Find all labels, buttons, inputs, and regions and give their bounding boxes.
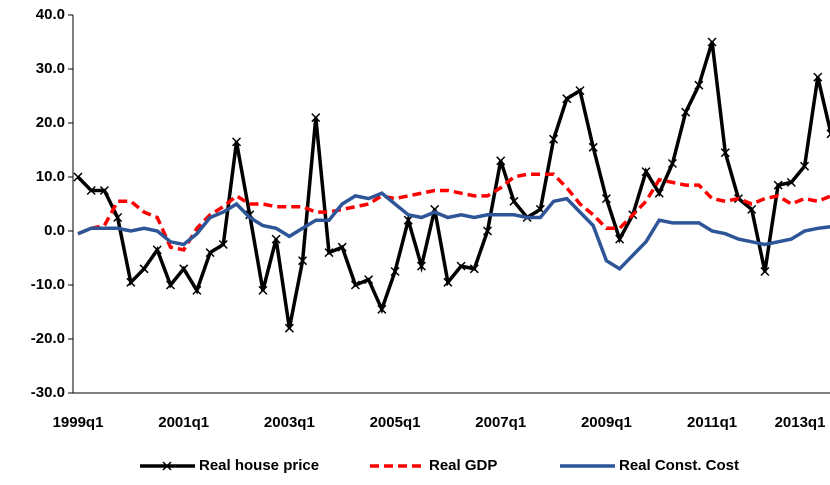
y-tick-label: 30.0: [36, 60, 65, 77]
point-marker: [377, 304, 387, 314]
point-marker: [152, 245, 162, 255]
point-marker: [218, 239, 228, 250]
point-marker: [113, 212, 123, 223]
point-marker: [165, 280, 176, 290]
point-marker: [826, 129, 830, 139]
point-marker: [509, 196, 519, 206]
point-marker: [800, 161, 810, 171]
point-marker: [562, 94, 572, 104]
point-marker: [324, 248, 334, 258]
point-marker: [205, 248, 215, 258]
point-marker: [654, 188, 664, 198]
point-marker: [549, 134, 559, 144]
point-marker: [231, 137, 242, 147]
x-tick-label: 2003q1: [264, 414, 315, 431]
point-marker: [284, 323, 294, 333]
point-marker: [720, 148, 730, 158]
x-tick-label: 2001q1: [158, 414, 209, 431]
point-marker: [139, 264, 149, 274]
legend-marker: [162, 461, 172, 471]
y-tick-label: -20.0: [31, 330, 65, 347]
point-marker: [773, 180, 783, 190]
point-marker: [469, 264, 479, 274]
point-marker: [747, 204, 757, 214]
point-marker: [707, 37, 717, 47]
point-marker: [126, 277, 136, 287]
point-marker: [456, 261, 466, 271]
y-tick-label: 40.0: [36, 6, 65, 23]
x-tick-label: 2011q1: [687, 414, 737, 431]
point-marker: [192, 285, 202, 295]
point-marker: [390, 266, 400, 277]
point-marker: [496, 156, 506, 166]
x-tick-label: 2009q1: [581, 414, 632, 431]
point-marker: [443, 277, 453, 287]
point-marker: [601, 194, 611, 204]
point-marker: [681, 107, 691, 117]
point-marker: [588, 142, 598, 152]
point-marker: [271, 234, 281, 244]
legend-label: Real GDP: [429, 457, 497, 474]
y-tick-label: -10.0: [31, 276, 65, 293]
legend-label: Real house price: [199, 457, 319, 474]
y-tick-label: 20.0: [36, 114, 65, 131]
point-marker: [786, 177, 796, 187]
point-marker: [298, 256, 308, 266]
point-marker: [403, 215, 413, 225]
point-marker: [73, 172, 83, 182]
series-line: [77, 172, 830, 252]
point-marker: [641, 167, 651, 177]
point-marker: [337, 242, 347, 252]
point-marker: [416, 261, 426, 271]
point-marker: [86, 185, 96, 196]
point-marker: [694, 80, 704, 90]
point-marker: [179, 264, 189, 274]
point-marker: [258, 285, 268, 295]
y-tick-label: 10.0: [36, 168, 65, 185]
point-marker: [667, 158, 677, 169]
x-tick-label: 2013q1: [775, 414, 826, 431]
point-marker: [615, 234, 625, 244]
point-marker: [813, 72, 823, 82]
point-marker: [311, 113, 321, 123]
point-marker: [760, 266, 770, 277]
point-marker: [364, 275, 374, 285]
x-tick-label: 2007q1: [475, 414, 526, 431]
x-tick-label: 2005q1: [370, 414, 421, 431]
y-tick-label: -30.0: [31, 384, 65, 401]
series-line: [76, 41, 830, 329]
point-marker: [99, 185, 109, 196]
point-marker: [575, 86, 585, 96]
point-marker: [350, 280, 360, 290]
legend-label: Real Const. Cost: [619, 457, 739, 474]
y-tick-label: 0.0: [44, 222, 65, 239]
point-marker: [482, 226, 493, 236]
x-tick-label: 1999q1: [53, 414, 104, 431]
series-line: [77, 191, 830, 272]
